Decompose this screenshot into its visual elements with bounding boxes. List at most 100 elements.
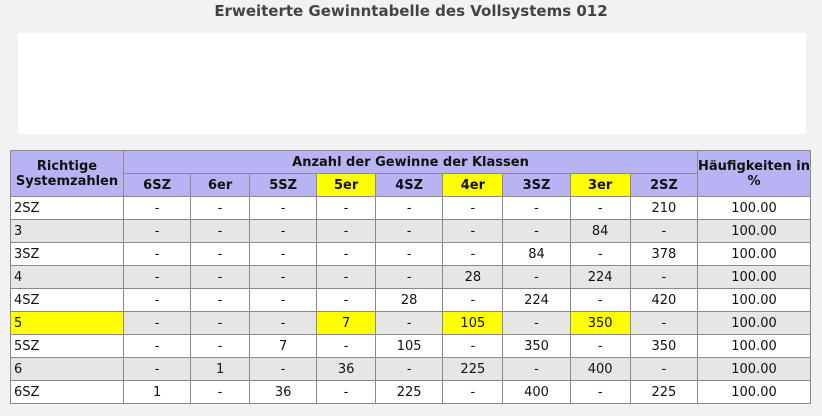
row-label: 3: [10, 219, 124, 243]
cell-5sz: -: [249, 196, 318, 220]
cell-6sz: -: [122, 242, 192, 266]
cell-3er: -: [569, 242, 631, 266]
row-label: 2SZ: [10, 196, 124, 220]
cell-frequency: 100.00: [697, 242, 811, 266]
cell-3er: 350: [569, 311, 631, 335]
table-row: 5SZ - -7-105-350-350 100.00: [10, 334, 811, 358]
cell-4er: -: [442, 196, 504, 220]
cell-2sz: 420: [629, 288, 699, 312]
cell-6sz: -: [122, 219, 192, 243]
column-header-row: 6SZ 6er 5SZ 5er 4SZ 4er 3SZ 3er 2SZ: [11, 173, 811, 197]
cell-frequency: 100.00: [697, 311, 811, 335]
cell-5er: -: [316, 265, 377, 289]
cell-5sz: -: [249, 357, 318, 381]
table-row: 4SZ - - - -28-224-420 100.00: [10, 288, 811, 312]
row-label: 4SZ: [10, 288, 124, 312]
cell-5er: -: [316, 380, 377, 404]
cell-frequency: 100.00: [697, 334, 811, 358]
table-row: 3- - - - - - -84-100.00: [10, 219, 811, 243]
cell-4sz: 225: [375, 380, 444, 404]
cell-6sz: -: [122, 265, 192, 289]
cell-6er: -: [190, 288, 251, 312]
row-label: 3SZ: [10, 242, 124, 266]
cell-6sz: -: [122, 288, 192, 312]
cell-frequency: 100.00: [697, 357, 811, 381]
cell-5er: -: [316, 219, 377, 243]
cell-6er: -: [190, 380, 251, 404]
cell-3er: -: [569, 196, 631, 220]
cell-5er: -: [316, 288, 377, 312]
cell-frequency: 100.00: [697, 219, 811, 243]
row-label: 6: [10, 357, 124, 381]
column-header-6er: 6er: [190, 173, 251, 197]
cell-4er: 28: [442, 265, 504, 289]
table-body: 2SZ - - - - - - - -210 100.00 3- - - - - - -84-100.00 3SZ…: [10, 196, 811, 404]
cell-6er: -: [190, 265, 251, 289]
cell-2sz: -: [629, 265, 699, 289]
header-frequency: Häufigkeiten in %: [697, 150, 811, 197]
cell-4sz: -: [375, 357, 444, 381]
cell-2sz: -: [629, 357, 699, 381]
table-row: 6SZ 1-36-225-400-225 100.00: [10, 380, 811, 404]
cell-3sz: -: [502, 357, 571, 381]
row-label: 4: [10, 265, 124, 289]
cell-6sz: -: [122, 334, 192, 358]
table-row: 6-1-36-225-400-100.00: [10, 357, 811, 381]
cell-3er: 400: [569, 357, 631, 381]
row-label: 5SZ: [10, 334, 124, 358]
cell-3er: -: [569, 288, 631, 312]
cell-3sz: -: [502, 265, 571, 289]
cell-4sz: -: [375, 311, 444, 335]
column-header-6sz: 6SZ: [122, 173, 192, 197]
cell-frequency: 100.00: [697, 196, 811, 220]
column-header-3er: 3er: [569, 173, 631, 197]
cell-5er: -: [316, 334, 377, 358]
cell-frequency: 100.00: [697, 288, 811, 312]
cell-5er: 7: [316, 311, 377, 335]
column-header-4sz: 4SZ: [375, 173, 444, 197]
cell-6sz: -: [122, 311, 192, 335]
cell-3sz: -: [502, 219, 571, 243]
table-row: 5- - -7-105-350-100.00: [10, 311, 811, 335]
page-title: Erweiterte Gewinntabelle des Vollsystems…: [214, 2, 608, 20]
cell-5sz: -: [249, 311, 318, 335]
column-header-2sz: 2SZ: [629, 173, 699, 197]
cell-frequency: 100.00: [697, 380, 811, 404]
cell-3sz: -: [502, 311, 571, 335]
cell-6er: -: [190, 196, 251, 220]
cell-2sz: -: [629, 311, 699, 335]
cell-4er: -: [442, 288, 504, 312]
header-correct-numbers: Richtige Systemzahlen: [10, 150, 124, 197]
cell-4er: -: [442, 380, 504, 404]
cell-3er: 84: [569, 219, 631, 243]
cell-6sz: -: [122, 357, 192, 381]
column-header-5sz: 5SZ: [249, 173, 318, 197]
prize-table: Richtige Systemzahlen Anzahl der Gewinne…: [10, 150, 811, 404]
cell-6er: 1: [190, 357, 251, 381]
cell-6sz: 1: [122, 380, 192, 404]
cell-3er: 224: [569, 265, 631, 289]
row-label: 6SZ: [10, 380, 124, 404]
column-header-4er: 4er: [442, 173, 504, 197]
ad-placeholder: [18, 33, 806, 134]
cell-6er: -: [190, 334, 251, 358]
cell-4er: -: [442, 219, 504, 243]
cell-3sz: 350: [502, 334, 571, 358]
row-label: 5: [10, 311, 124, 335]
cell-5sz: -: [249, 288, 318, 312]
cell-4sz: -: [375, 265, 444, 289]
cell-4sz: 105: [375, 334, 444, 358]
cell-3sz: -: [502, 196, 571, 220]
cell-3sz: 84: [502, 242, 571, 266]
cell-5sz: -: [249, 219, 318, 243]
cell-4sz: -: [375, 196, 444, 220]
cell-2sz: 378: [629, 242, 699, 266]
cell-2sz: 350: [629, 334, 699, 358]
cell-5er: 36: [316, 357, 377, 381]
cell-4sz: 28: [375, 288, 444, 312]
column-header-5er: 5er: [316, 173, 377, 197]
table-row: 3SZ - - - - - -84-378 100.00: [10, 242, 811, 266]
table-row: 4- - - - -28-224-100.00: [10, 265, 811, 289]
cell-5sz: -: [249, 265, 318, 289]
cell-6sz: -: [122, 196, 192, 220]
